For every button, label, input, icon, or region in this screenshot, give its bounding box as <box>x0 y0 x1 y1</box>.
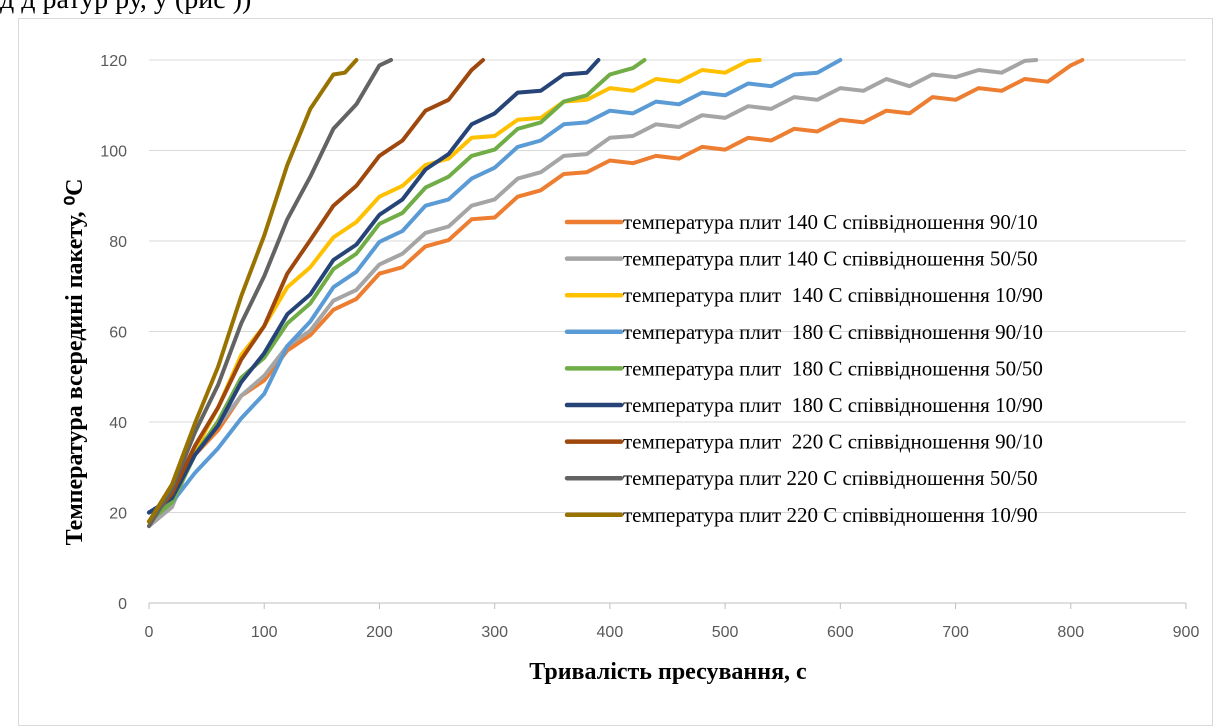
x-tick-label: 900 <box>1173 624 1200 641</box>
caption-fragment: д д ратур ру, у (рис )) <box>0 0 1215 16</box>
legend-label: температура плит 220 С співвідношення 50… <box>623 466 1038 490</box>
x-axis-title: Тривалість пресування, с <box>529 659 807 685</box>
y-tick-label: 120 <box>100 53 127 70</box>
legend-label: температура плит 140 С співвідношення 50… <box>623 247 1038 271</box>
series-line-4 <box>147 58 843 515</box>
legend-label: температура плит 180 С співвідношення 90… <box>623 320 1043 344</box>
x-tick-label: 600 <box>827 624 854 641</box>
series-line-8 <box>147 58 393 529</box>
y-tick-label: 20 <box>109 506 127 523</box>
x-tick-label: 200 <box>366 624 393 641</box>
series-lines <box>147 58 1085 529</box>
series-line-9 <box>147 58 359 524</box>
series-line-7 <box>147 58 486 524</box>
y-tick-label: 80 <box>109 234 127 251</box>
legend-label: температура плит 220 С співвідношення 10… <box>623 503 1038 527</box>
series-line-1 <box>147 58 1085 524</box>
series-line-5 <box>147 58 647 524</box>
y-axis-title: Температура всередині пакету, ⁰С <box>62 179 88 546</box>
legend-label: температура плит 180 С співвідношення 50… <box>623 356 1043 380</box>
legend-label: температура плит 180 С співвідношення 10… <box>623 393 1043 417</box>
y-tick-label: 0 <box>118 596 127 613</box>
legend: температура плит 140 С співвідношення 90… <box>564 210 1043 527</box>
x-tick-label: 700 <box>942 624 969 641</box>
series-line-2 <box>147 58 1039 529</box>
y-tick-label: 100 <box>100 144 127 161</box>
x-tick-label: 800 <box>1057 624 1084 641</box>
x-tick-label: 500 <box>712 624 739 641</box>
legend-label: температура плит 220 С співвідношення 90… <box>623 430 1043 454</box>
y-tick-label: 40 <box>109 415 127 432</box>
x-tick-label: 100 <box>251 624 278 641</box>
series-line-6 <box>147 58 601 515</box>
x-tick-label: 400 <box>597 624 624 641</box>
legend-label: температура плит 140 С співвідношення 10… <box>623 283 1043 307</box>
x-tick-label: 0 <box>145 624 154 641</box>
tick-labels: 0 20 40 60 80 100 120 0 100 200 300 400 500 600 700 800… <box>100 53 1199 641</box>
y-tick-label: 60 <box>109 325 127 342</box>
legend-label: температура плит 140 С співвідношення 90… <box>623 210 1038 234</box>
x-tick-label: 300 <box>481 624 508 641</box>
